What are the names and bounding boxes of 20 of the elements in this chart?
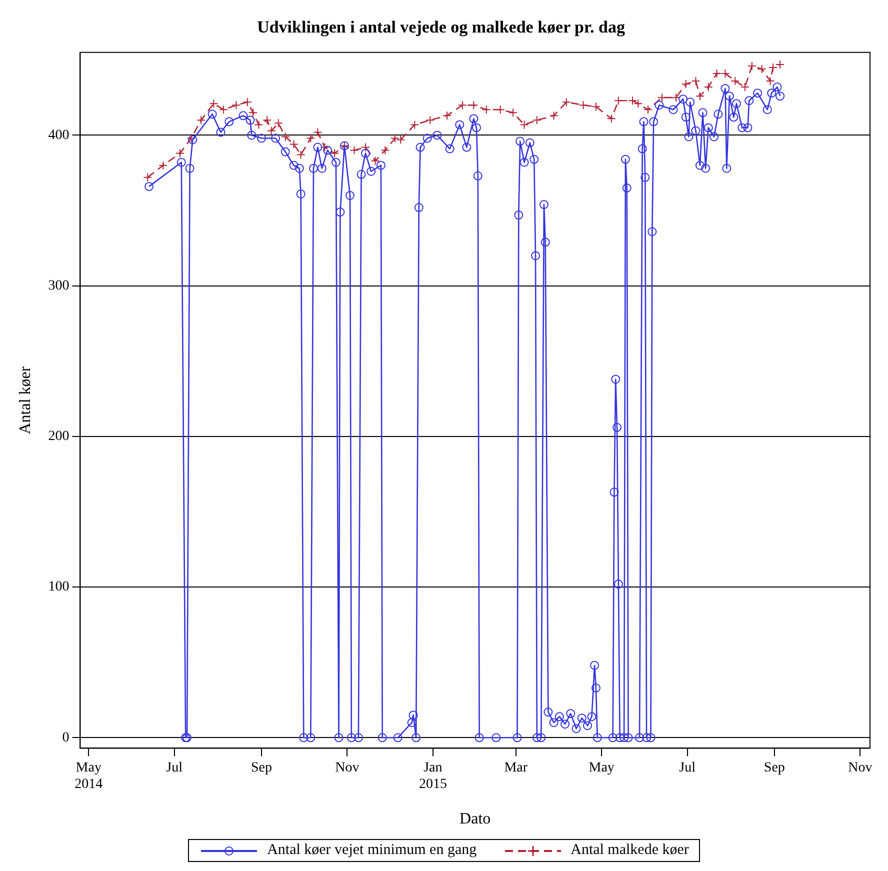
x-tick-label: Jul bbox=[679, 760, 696, 776]
y-tick-label: 200 bbox=[48, 429, 70, 444]
chart-title: Udviklingen i antal vejede og malkede køer pr. dag bbox=[257, 18, 626, 37]
x-axis-title: Dato bbox=[460, 810, 491, 828]
y-tick-label: 0 bbox=[62, 730, 70, 746]
x-tick-label: Jan 2015 bbox=[418, 760, 447, 792]
x-tick-label: May bbox=[588, 760, 614, 776]
x-tick-label: Sep bbox=[764, 760, 785, 776]
x-tick-label: Sep bbox=[250, 760, 272, 776]
y-tick-label: 300 bbox=[48, 278, 70, 294]
y-axis-title: Antal køer bbox=[16, 366, 34, 434]
legend-label: Antal malkede køer bbox=[570, 842, 689, 858]
x-tick-label: Nov bbox=[335, 760, 360, 776]
x-tick-label: Nov bbox=[848, 760, 872, 776]
x-tick-label: Jul bbox=[166, 760, 183, 776]
y-tick-label: 100 bbox=[48, 580, 70, 595]
x-tick-label: May 2014 bbox=[74, 760, 103, 792]
x-tick-label: Mar bbox=[504, 760, 528, 776]
legend-label: Antal køer vejet minimum en gang bbox=[267, 842, 477, 858]
y-tick-label: 400 bbox=[48, 128, 70, 143]
